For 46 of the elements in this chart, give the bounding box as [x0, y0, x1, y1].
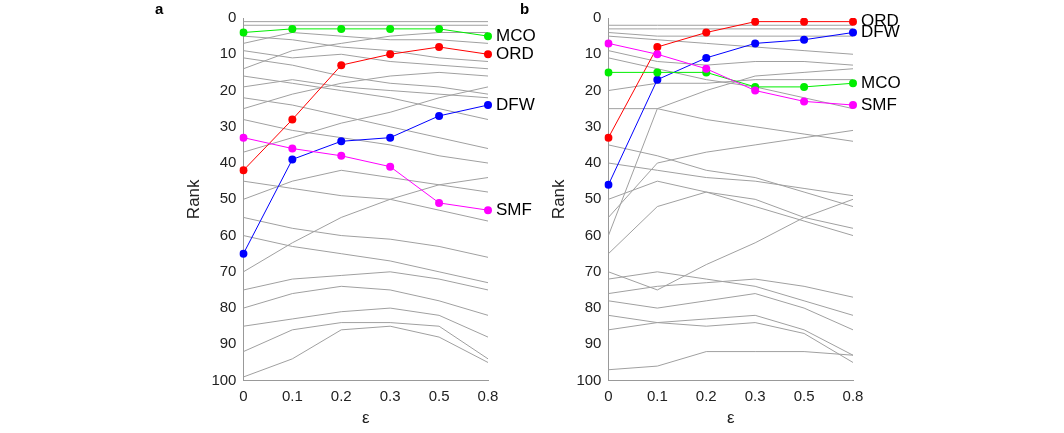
- y-tick-label: 30: [219, 116, 237, 134]
- y-axis-title: Rank: [183, 178, 203, 220]
- series-label: SMF: [861, 94, 897, 114]
- y-tick-label: 60: [219, 225, 237, 243]
- y-tick-label: 40: [219, 153, 237, 171]
- y-tick-label: 90: [584, 334, 602, 352]
- x-axis-title: ε: [726, 408, 735, 428]
- y-tick-label: 20: [584, 80, 602, 98]
- series-label: MCO: [496, 25, 536, 45]
- x-tick-label: 0.1: [646, 386, 668, 404]
- y-tick-label: 0: [228, 8, 237, 26]
- y-tick-label: 10: [584, 44, 602, 62]
- y-tick-label: 20: [219, 80, 237, 98]
- x-tick-label: 0: [604, 386, 613, 404]
- x-tick-label: 0.2: [330, 386, 352, 404]
- y-tick-label: 60: [584, 225, 602, 243]
- chart-title: b: [520, 0, 530, 17]
- x-axis-title: ε: [361, 408, 370, 428]
- y-tick-label: 70: [219, 261, 237, 279]
- x-tick-label: 0: [239, 386, 248, 404]
- y-tick-label: 100: [211, 370, 237, 388]
- x-tick-label: 0.8: [842, 386, 864, 404]
- y-axis-title: Rank: [548, 178, 568, 220]
- x-tick-label: 0.2: [695, 386, 717, 404]
- y-tick-label: 40: [584, 153, 602, 171]
- series-label: MCO: [861, 72, 901, 92]
- x-tick-label: 0.5: [793, 386, 815, 404]
- series-label: DFW: [496, 94, 535, 114]
- series-label: SMF: [496, 199, 532, 219]
- x-tick-label: 0.3: [379, 386, 401, 404]
- y-tick-label: 10: [219, 44, 237, 62]
- x-tick-label: 0.1: [281, 386, 303, 404]
- y-tick-label: 80: [584, 298, 602, 316]
- y-tick-label: 0: [593, 8, 602, 26]
- series-label: ORD: [496, 43, 534, 63]
- y-tick-label: 90: [219, 334, 237, 352]
- x-tick-label: 0.5: [428, 386, 450, 404]
- y-tick-label: 30: [584, 116, 602, 134]
- y-tick-label: 50: [584, 189, 602, 207]
- chart-title: a: [155, 0, 164, 17]
- y-tick-label: 70: [584, 261, 602, 279]
- y-tick-label: 50: [219, 189, 237, 207]
- x-tick-label: 0.3: [744, 386, 766, 404]
- y-tick-label: 100: [576, 370, 602, 388]
- x-tick-label: 0.8: [477, 386, 499, 404]
- y-tick-label: 80: [219, 298, 237, 316]
